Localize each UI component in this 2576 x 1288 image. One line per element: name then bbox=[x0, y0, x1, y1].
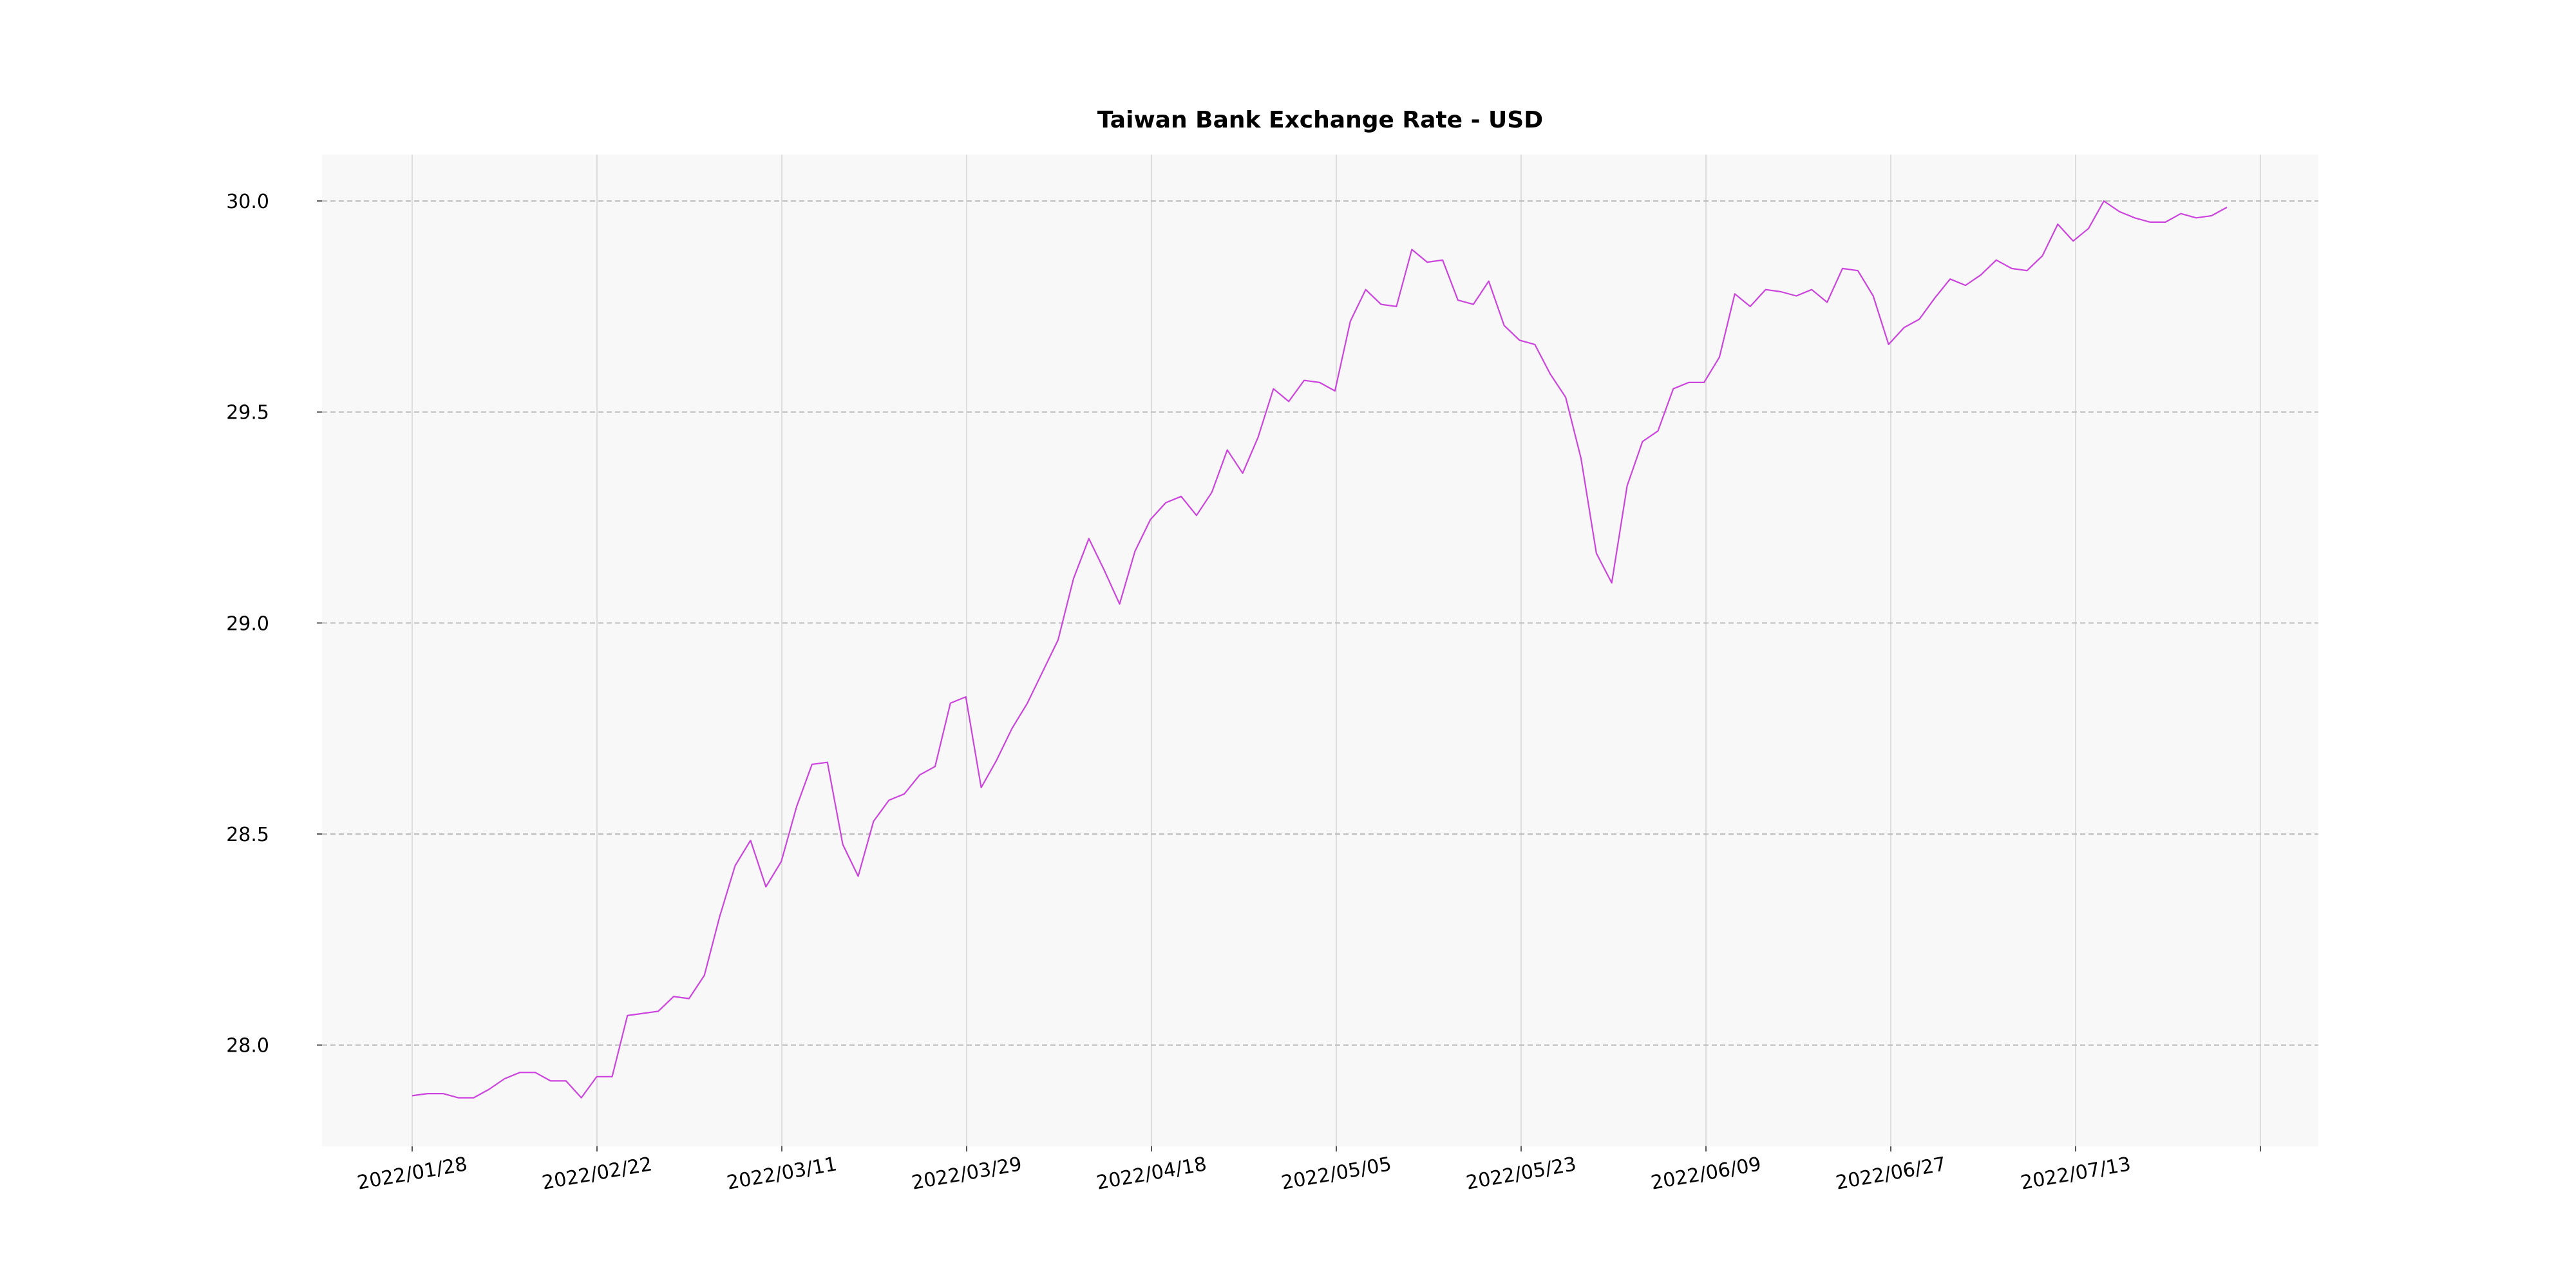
x-tick-label: 2022/07/13 bbox=[2019, 1153, 2132, 1194]
x-tick-label: 2022/06/27 bbox=[1834, 1153, 1947, 1194]
x-tick-label: 2022/06/09 bbox=[1649, 1153, 1763, 1194]
plot-area bbox=[322, 155, 2318, 1146]
y-tick-label: 28.0 bbox=[226, 1035, 269, 1057]
grid bbox=[322, 155, 2318, 1146]
y-tick-label: 29.5 bbox=[226, 402, 269, 424]
x-tick-label: 2022/02/22 bbox=[540, 1153, 654, 1194]
x-tick-label: 2022/05/05 bbox=[1280, 1153, 1393, 1194]
chart-title: Taiwan Bank Exchange Rate - USD bbox=[1097, 107, 1543, 133]
x-tick-label: 2022/03/29 bbox=[910, 1153, 1023, 1194]
y-tick-label: 30.0 bbox=[226, 191, 269, 213]
x-tick-label: 2022/01/28 bbox=[355, 1153, 469, 1194]
y-tick-label: 29.0 bbox=[226, 612, 269, 635]
x-tick-label: 2022/04/18 bbox=[1095, 1153, 1208, 1194]
x-tick-label: 2022/03/11 bbox=[725, 1153, 838, 1194]
series-lines bbox=[412, 200, 2228, 1099]
y-tick-label: 28.5 bbox=[226, 824, 269, 846]
x-tick-label: 2022/05/23 bbox=[1464, 1153, 1578, 1194]
series-line bbox=[412, 200, 2228, 1099]
